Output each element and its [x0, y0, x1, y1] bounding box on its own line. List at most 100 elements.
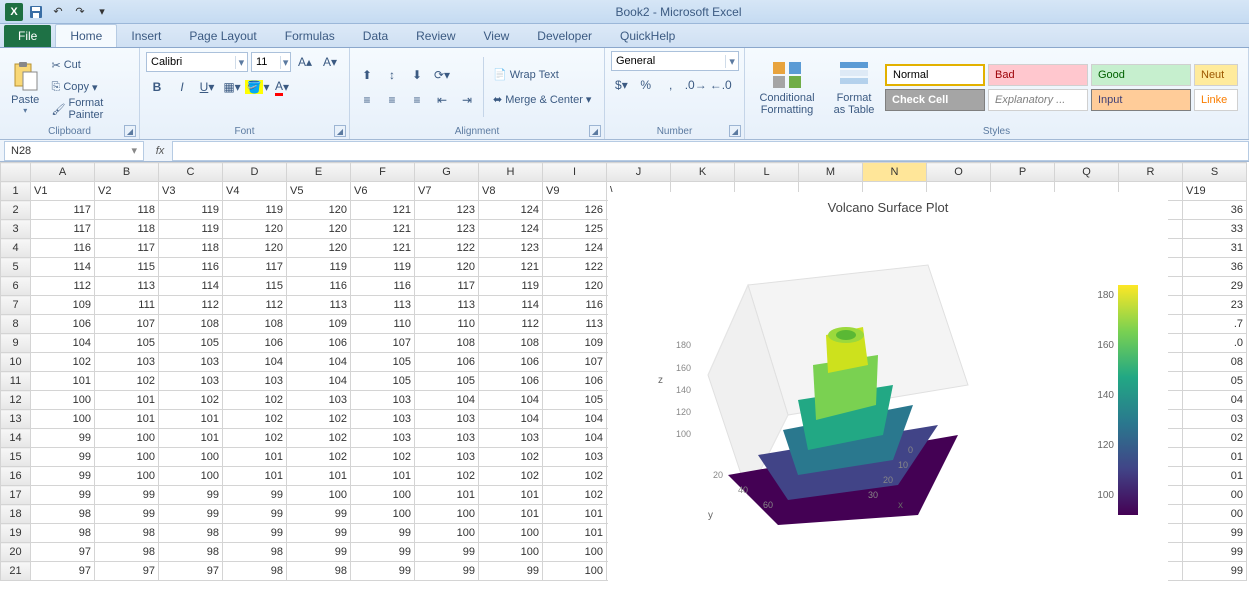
select-all-corner[interactable] [1, 163, 31, 182]
alignment-dialog-icon[interactable]: ◢ [589, 125, 601, 137]
border-button[interactable]: ▦▾ [221, 76, 243, 98]
cell[interactable]: 100 [159, 448, 223, 467]
row-header[interactable]: 9 [1, 334, 31, 353]
cell[interactable]: 102 [223, 391, 287, 410]
cell[interactable]: 117 [223, 258, 287, 277]
comma-button[interactable]: , [660, 74, 682, 96]
align-right-icon[interactable]: ≡ [406, 89, 428, 111]
cell[interactable]: 103 [543, 448, 607, 467]
cell[interactable]: 97 [31, 543, 95, 562]
cell[interactable]: 102 [543, 486, 607, 505]
cell[interactable]: 99 [95, 486, 159, 505]
cell[interactable]: 99 [95, 505, 159, 524]
cell[interactable]: 99 [351, 543, 415, 562]
col-header-I[interactable]: I [543, 163, 607, 182]
underline-button[interactable]: U▾ [196, 76, 218, 98]
cell[interactable]: 102 [543, 467, 607, 486]
cell[interactable]: 119 [223, 201, 287, 220]
style-check-cell[interactable]: Check Cell [885, 89, 985, 111]
cell[interactable]: 100 [31, 391, 95, 410]
style-input[interactable]: Input [1091, 89, 1191, 111]
cell[interactable]: 100 [415, 524, 479, 543]
cell[interactable]: 98 [159, 543, 223, 562]
cell[interactable]: 99 [351, 562, 415, 581]
cell[interactable]: 101 [159, 410, 223, 429]
cell[interactable]: 117 [95, 239, 159, 258]
cell[interactable]: 99 [287, 543, 351, 562]
increase-decimal-icon[interactable]: .0→ [685, 74, 707, 96]
row-header[interactable]: 11 [1, 372, 31, 391]
embedded-chart[interactable]: Volcano Surface Plot [608, 192, 1168, 582]
row-header[interactable]: 1 [1, 182, 31, 201]
cell[interactable]: 102 [95, 372, 159, 391]
cell[interactable]: 106 [287, 334, 351, 353]
cell[interactable]: 100 [95, 429, 159, 448]
cell[interactable]: 111 [95, 296, 159, 315]
cell[interactable]: 23 [1183, 296, 1247, 315]
cell[interactable]: 119 [351, 258, 415, 277]
cell[interactable]: 103 [223, 372, 287, 391]
cell[interactable]: 99 [1183, 562, 1247, 581]
align-left-icon[interactable]: ≡ [356, 89, 378, 111]
cell[interactable]: 109 [543, 334, 607, 353]
col-header-S[interactable]: S [1183, 163, 1247, 182]
number-format-combo[interactable]: ▾ [611, 51, 739, 71]
cell[interactable]: 125 [543, 220, 607, 239]
cell[interactable]: 112 [223, 296, 287, 315]
cell[interactable]: 121 [351, 201, 415, 220]
cell[interactable]: 99 [351, 524, 415, 543]
currency-button[interactable]: $ ▾ [611, 74, 632, 96]
cell[interactable]: 112 [159, 296, 223, 315]
cell[interactable]: 113 [95, 277, 159, 296]
cell[interactable]: 106 [479, 372, 543, 391]
cell[interactable]: 123 [415, 220, 479, 239]
cell[interactable]: 122 [415, 239, 479, 258]
col-header-B[interactable]: B [95, 163, 159, 182]
cell[interactable]: 100 [543, 543, 607, 562]
format-painter-button[interactable]: 🖌 Format Painter [48, 98, 134, 120]
italic-button[interactable]: I [171, 76, 193, 98]
save-icon[interactable] [26, 2, 46, 22]
cell[interactable]: 120 [223, 220, 287, 239]
copy-button[interactable]: ⎘ Copy ▾ [48, 76, 134, 98]
col-header-H[interactable]: H [479, 163, 543, 182]
indent-increase-icon[interactable]: ⇥ [456, 89, 478, 111]
cell[interactable]: 103 [159, 353, 223, 372]
cell[interactable]: 99 [287, 505, 351, 524]
cell[interactable]: 99 [31, 467, 95, 486]
formula-input[interactable] [172, 141, 1249, 161]
row-header[interactable]: 3 [1, 220, 31, 239]
cell[interactable]: 107 [543, 353, 607, 372]
cell[interactable]: 110 [415, 315, 479, 334]
cell[interactable]: 103 [415, 429, 479, 448]
font-size-combo[interactable]: ▾ [251, 52, 291, 72]
cell[interactable]: 116 [543, 296, 607, 315]
orientation-icon[interactable]: ⟳▾ [431, 64, 453, 86]
cell[interactable]: 100 [95, 467, 159, 486]
wrap-text-button[interactable]: 📄 Wrap Text [489, 64, 595, 86]
merge-center-button[interactable]: ⬌ Merge & Center ▾ [489, 89, 595, 111]
cell[interactable]: 113 [543, 315, 607, 334]
col-header-C[interactable]: C [159, 163, 223, 182]
cell[interactable]: 102 [223, 429, 287, 448]
name-box[interactable]: N28▾ [4, 141, 144, 161]
col-header-R[interactable]: R [1119, 163, 1183, 182]
col-header-L[interactable]: L [735, 163, 799, 182]
cell[interactable]: 08 [1183, 353, 1247, 372]
cell[interactable]: 123 [415, 201, 479, 220]
cell[interactable]: 103 [159, 372, 223, 391]
qat-dropdown-icon[interactable]: ▾ [92, 2, 112, 22]
cell[interactable]: 101 [223, 448, 287, 467]
font-dialog-icon[interactable]: ◢ [334, 125, 346, 137]
cell[interactable]: 120 [223, 239, 287, 258]
cell[interactable]: 100 [479, 524, 543, 543]
fill-color-button[interactable]: 🪣▾ [246, 76, 268, 98]
cell[interactable]: 99 [223, 505, 287, 524]
cell[interactable]: 103 [479, 429, 543, 448]
cell[interactable]: 116 [351, 277, 415, 296]
cell[interactable]: 105 [95, 334, 159, 353]
col-header-N[interactable]: N [863, 163, 927, 182]
cell[interactable]: 109 [31, 296, 95, 315]
cell[interactable]: 101 [479, 505, 543, 524]
cell[interactable]: 100 [351, 486, 415, 505]
